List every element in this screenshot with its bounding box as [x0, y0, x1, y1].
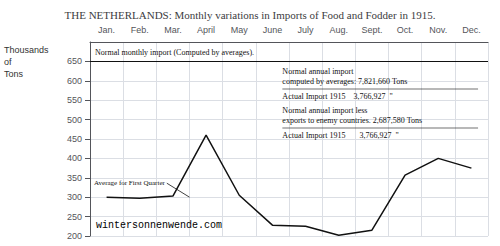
svg-text:Mar.: Mar.: [164, 25, 182, 35]
svg-text:450: 450: [67, 134, 82, 144]
svg-text:300: 300: [67, 192, 82, 202]
svg-text:Feb.: Feb.: [131, 25, 149, 35]
svg-text:650: 650: [67, 56, 82, 66]
svg-text:Aug.: Aug.: [329, 25, 348, 35]
svg-text:Oct.: Oct.: [397, 25, 414, 35]
svg-text:computed by averages: 7,821,66: computed by averages: 7,821,660 Tons: [282, 77, 407, 86]
svg-text:exports to enemy countries. 2,: exports to enemy countries. 2,687,580 To…: [282, 116, 422, 125]
svg-text:550: 550: [67, 95, 82, 105]
svg-text:Normal monthly import (Compute: Normal monthly import (Computed by avera…: [95, 48, 254, 57]
svg-text:THE NETHERLANDS: Monthly varia: THE NETHERLANDS: Monthly variations in I…: [65, 9, 436, 21]
svg-text:July: July: [298, 25, 315, 35]
svg-text:Average for First Quarter: Average for First Quarter: [94, 179, 165, 187]
svg-text:of: of: [4, 57, 12, 67]
svg-text:June: June: [263, 25, 283, 35]
svg-text:wintersonnenwende.com: wintersonnenwende.com: [96, 220, 222, 231]
svg-text:250: 250: [67, 212, 82, 222]
svg-text:Actual Import 1915 3,766: Actual Import 1915 3,766,927 ": [282, 131, 398, 140]
svg-text:Jan.: Jan.: [98, 25, 115, 35]
svg-text:400: 400: [67, 153, 82, 163]
svg-text:350: 350: [67, 173, 82, 183]
svg-text:500: 500: [67, 115, 82, 125]
svg-text:Normal annual import less: Normal annual import less: [282, 106, 367, 115]
svg-text:Thousands: Thousands: [4, 45, 49, 55]
svg-text:Normal annual import: Normal annual import: [282, 67, 354, 76]
svg-text:May: May: [231, 25, 249, 35]
svg-text:Sept.: Sept.: [361, 25, 382, 35]
svg-text:Dec.: Dec.: [462, 25, 481, 35]
svg-text:Tons: Tons: [4, 69, 24, 79]
svg-text:600: 600: [67, 76, 82, 86]
svg-text:Actual Import 1915 3,766,92: Actual Import 1915 3,766,927 ": [282, 92, 392, 101]
svg-text:Nov.: Nov.: [429, 25, 447, 35]
svg-text:200: 200: [67, 231, 82, 241]
svg-text:April: April: [197, 25, 215, 35]
